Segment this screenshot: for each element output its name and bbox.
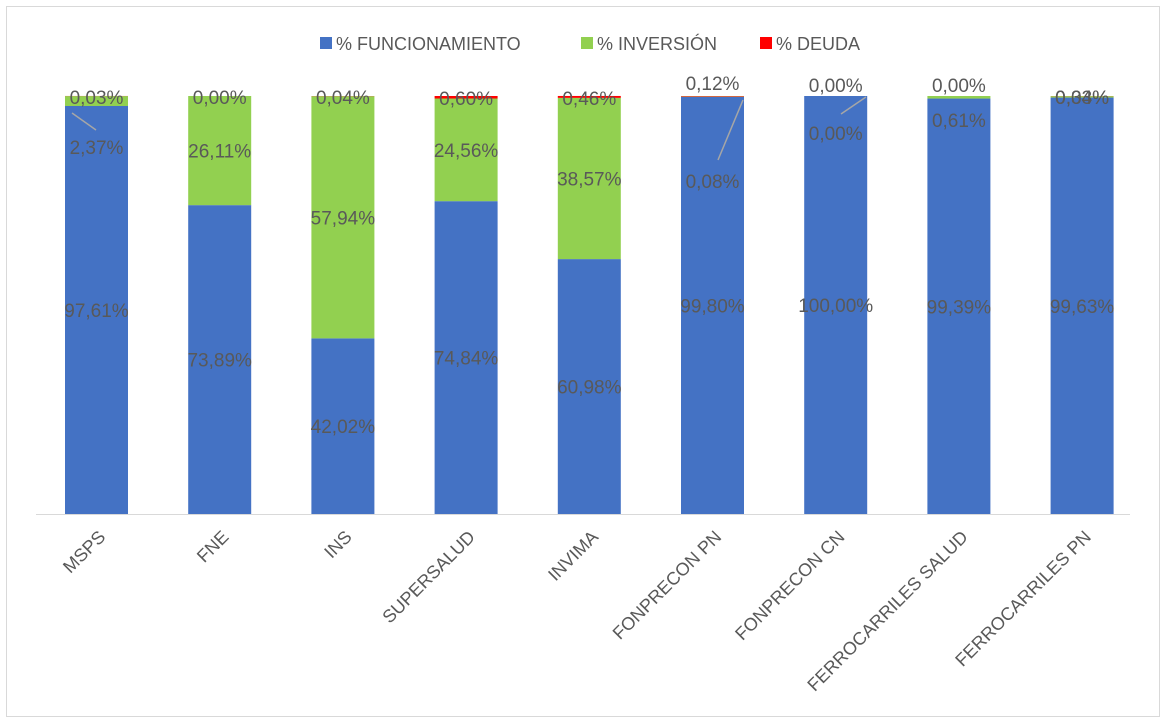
leader-line-1: [71, 112, 97, 131]
data-label-funcionamiento-6: 99,80%: [680, 296, 745, 317]
bar-segment-2-3: [311, 96, 375, 339]
data-label-funcionamiento-3: 42,02%: [311, 417, 376, 438]
legend-swatch-3: [760, 37, 772, 49]
category-label-4: SUPERSALUD: [378, 527, 478, 627]
legend-label-2: % INVERSIÓN: [597, 33, 717, 54]
data-label-deuda-8: 0,00%: [932, 76, 986, 97]
bar-segment-1-4: [434, 201, 498, 515]
bar-segment-3-4: [434, 96, 498, 99]
data-label-deuda-3: 0,04%: [316, 88, 370, 109]
data-label-funcionamiento-9: 99,63%: [1050, 297, 1115, 318]
data-label-deuda-4: 0,60%: [439, 89, 493, 110]
category-label-7: FONPRECON CN: [731, 527, 848, 644]
legend-swatch-1: [320, 37, 332, 49]
data-label-funcionamiento-4: 74,84%: [434, 349, 499, 370]
data-label-inversion-1: 2,37%: [70, 138, 124, 159]
leader-line-3: [840, 96, 867, 115]
category-label-2: FNE: [193, 527, 233, 567]
bar-segment-1-6: [681, 96, 744, 514]
bar-segment-1-2: [188, 205, 252, 514]
category-label-3: INS: [320, 527, 355, 562]
bar-segment-3-6: [681, 96, 744, 97]
data-label-inversion-6: 0,08%: [686, 172, 740, 193]
bar-segment-1-8: [927, 98, 991, 515]
bar-segment-1-5: [557, 259, 621, 514]
bar-segment-2-8: [927, 96, 991, 99]
data-label-inversion-3: 57,94%: [311, 208, 376, 229]
data-label-inversion-9: 0,34%: [1055, 88, 1109, 109]
data-label-deuda-7: 0,00%: [809, 76, 863, 97]
legend-label-1: % FUNCIONAMIENTO: [336, 34, 521, 54]
data-label-inversion-8: 0,61%: [932, 111, 986, 132]
data-label-inversion-5: 38,57%: [557, 169, 622, 190]
bar-segment-1-3: [311, 338, 375, 514]
data-label-funcionamiento-7: 100,00%: [798, 296, 873, 317]
category-label-9: FERROCARRILES PN: [951, 527, 1095, 671]
bar-segment-2-4: [434, 98, 498, 202]
data-label-inversion-2: 26,11%: [188, 142, 251, 163]
leader-line-2: [717, 99, 744, 161]
bar-segment-1-9: [1050, 97, 1114, 515]
bar-segment-2-5: [557, 97, 621, 260]
data-label-funcionamiento-1: 97,61%: [64, 301, 129, 322]
data-label-funcionamiento-8: 99,39%: [927, 297, 992, 318]
bar-segment-1-7: [804, 96, 868, 514]
bar-segment-2-2: [188, 96, 252, 206]
data-label-inversion-4: 24,56%: [434, 141, 499, 162]
category-label-1: MSPS: [59, 527, 109, 577]
data-label-deuda-6: 0,12%: [686, 74, 740, 95]
bar-segment-2-9: [1050, 96, 1114, 98]
data-label-deuda-5: 0,46%: [562, 89, 616, 110]
legend-swatch-2: [581, 37, 593, 49]
data-label-deuda-9: 0,03%: [1055, 88, 1109, 109]
bar-segment-1-1: [65, 105, 128, 515]
data-label-inversion-7: 0,00%: [809, 124, 863, 145]
data-label-funcionamiento-5: 60,98%: [557, 378, 622, 399]
data-label-deuda-1: 0,03%: [70, 88, 124, 109]
bar-segment-2-1: [65, 96, 128, 106]
data-label-deuda-2: 0,00%: [193, 88, 247, 109]
category-label-5: INVIMA: [544, 527, 602, 585]
category-label-6: FONPRECON PN: [609, 527, 726, 644]
data-label-funcionamiento-2: 73,89%: [187, 351, 252, 372]
bar-segment-3-5: [557, 95, 621, 98]
legend-label-3: % DEUDA: [776, 34, 860, 54]
